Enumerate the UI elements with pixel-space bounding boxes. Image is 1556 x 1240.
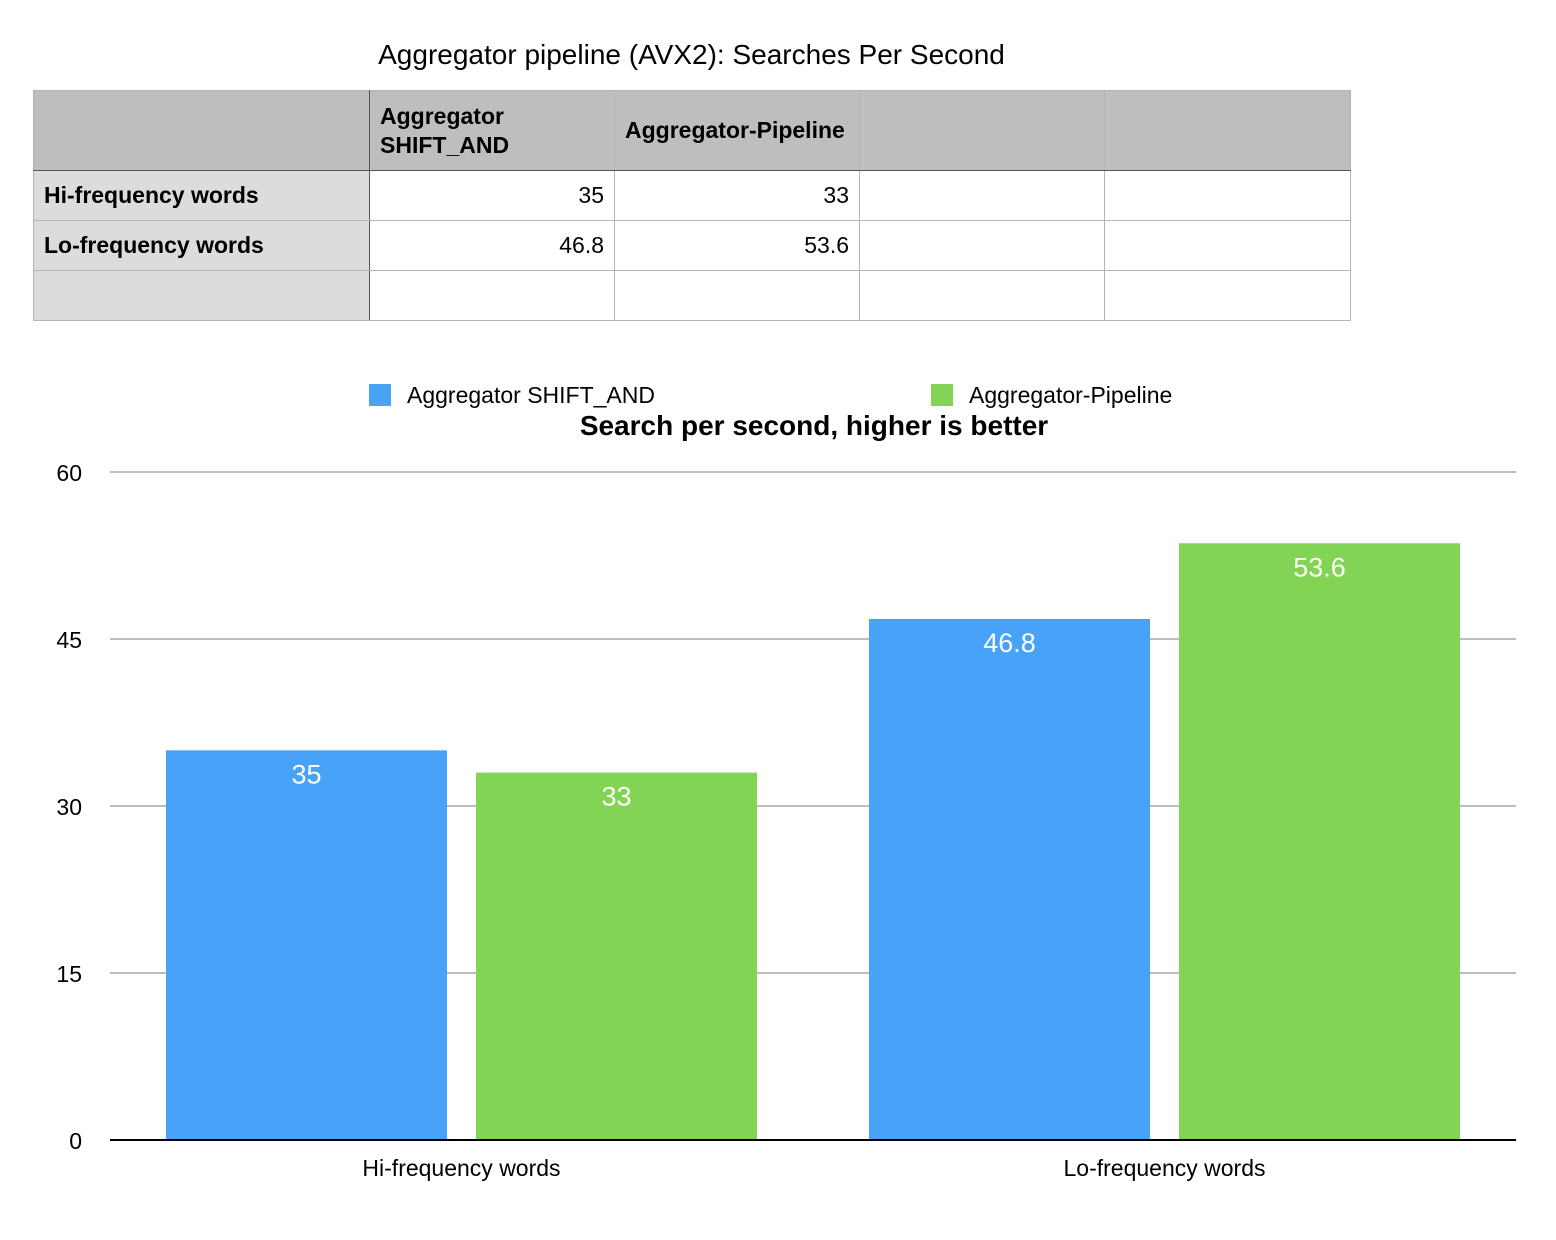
table-row: Lo-frequency words 46.8 53.6 xyxy=(33,220,1351,271)
table-cell[interactable] xyxy=(1104,170,1351,221)
y-tick-label: 60 xyxy=(56,460,82,486)
chart-title: Search per second, higher is better xyxy=(579,410,1049,441)
table-cell[interactable]: 35 xyxy=(369,170,615,221)
bar xyxy=(1179,543,1460,1140)
table-cell[interactable]: 33 xyxy=(614,170,860,221)
table-cell[interactable] xyxy=(1104,220,1351,271)
legend-swatch xyxy=(369,384,391,406)
table-header-cell[interactable]: Aggregator-Pipeline xyxy=(614,90,860,171)
table-cell[interactable] xyxy=(859,270,1105,321)
data-label: 46.8 xyxy=(983,628,1036,658)
page-title: Aggregator pipeline (AVX2): Searches Per… xyxy=(378,39,1005,70)
table-row-label[interactable] xyxy=(33,270,370,321)
table-header-cell[interactable] xyxy=(33,90,370,171)
legend-item-series-1[interactable]: Aggregator-Pipeline xyxy=(931,380,1172,410)
x-tick-label: Lo-frequency words xyxy=(1064,1155,1266,1181)
bar xyxy=(869,618,1150,1140)
legend-swatch xyxy=(931,384,953,406)
table-cell[interactable] xyxy=(614,270,860,321)
table-cell[interactable]: 53.6 xyxy=(614,220,860,271)
chart-legend: Aggregator SHIFT_AND Aggregator-Pipeline xyxy=(0,380,1556,410)
legend-label: Aggregator-Pipeline xyxy=(969,381,1173,408)
y-tick-label: 30 xyxy=(56,794,82,820)
legend-label: Aggregator SHIFT_AND xyxy=(407,381,655,408)
x-tick-label: Hi-frequency words xyxy=(362,1155,560,1181)
y-tick-label: 0 xyxy=(69,1128,82,1154)
y-tick-label: 45 xyxy=(56,627,82,653)
table-row xyxy=(33,270,1351,321)
data-label: 35 xyxy=(291,759,321,789)
y-tick-label: 15 xyxy=(56,961,82,987)
table-row-label[interactable]: Lo-frequency words xyxy=(33,220,370,271)
legend-item-series-0[interactable]: Aggregator SHIFT_AND xyxy=(369,380,655,410)
table-row-label[interactable]: Hi-frequency words xyxy=(33,170,370,221)
table-cell[interactable] xyxy=(1104,270,1351,321)
data-table: Aggregator SHIFT_AND Aggregator-Pipeline… xyxy=(33,90,1351,321)
bar xyxy=(476,772,757,1140)
bar xyxy=(166,750,447,1140)
table-header-row: Aggregator SHIFT_AND Aggregator-Pipeline xyxy=(33,90,1351,171)
data-label: 53.6 xyxy=(1293,552,1346,582)
data-label: 33 xyxy=(601,782,631,812)
table-header-cell[interactable]: Aggregator SHIFT_AND xyxy=(369,90,615,171)
table-header-cell[interactable] xyxy=(1104,90,1351,171)
table-cell[interactable] xyxy=(369,270,615,321)
